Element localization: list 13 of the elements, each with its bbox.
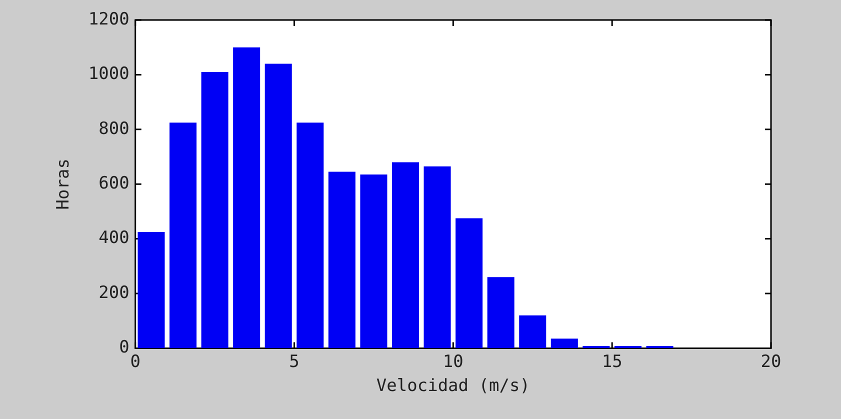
y-tick-label: 200 — [98, 282, 130, 303]
y-tick-label: 0 — [119, 338, 130, 358]
x-tick-label: 10 — [442, 352, 464, 372]
x-tick-label: 20 — [760, 352, 782, 372]
y-tick-label: 600 — [98, 174, 130, 194]
x-axis-title: Velocidad (m/s) — [376, 376, 530, 396]
x-tick-label: 15 — [602, 352, 622, 372]
y-tick-label: 800 — [98, 118, 130, 139]
x-tick-label: 5 — [289, 352, 300, 372]
y-tick-label: 400 — [98, 228, 130, 248]
y-axis-title: Horas — [54, 158, 74, 210]
y-tick-label: 1000 — [88, 64, 130, 84]
y-tick-label: 1200 — [88, 9, 130, 30]
